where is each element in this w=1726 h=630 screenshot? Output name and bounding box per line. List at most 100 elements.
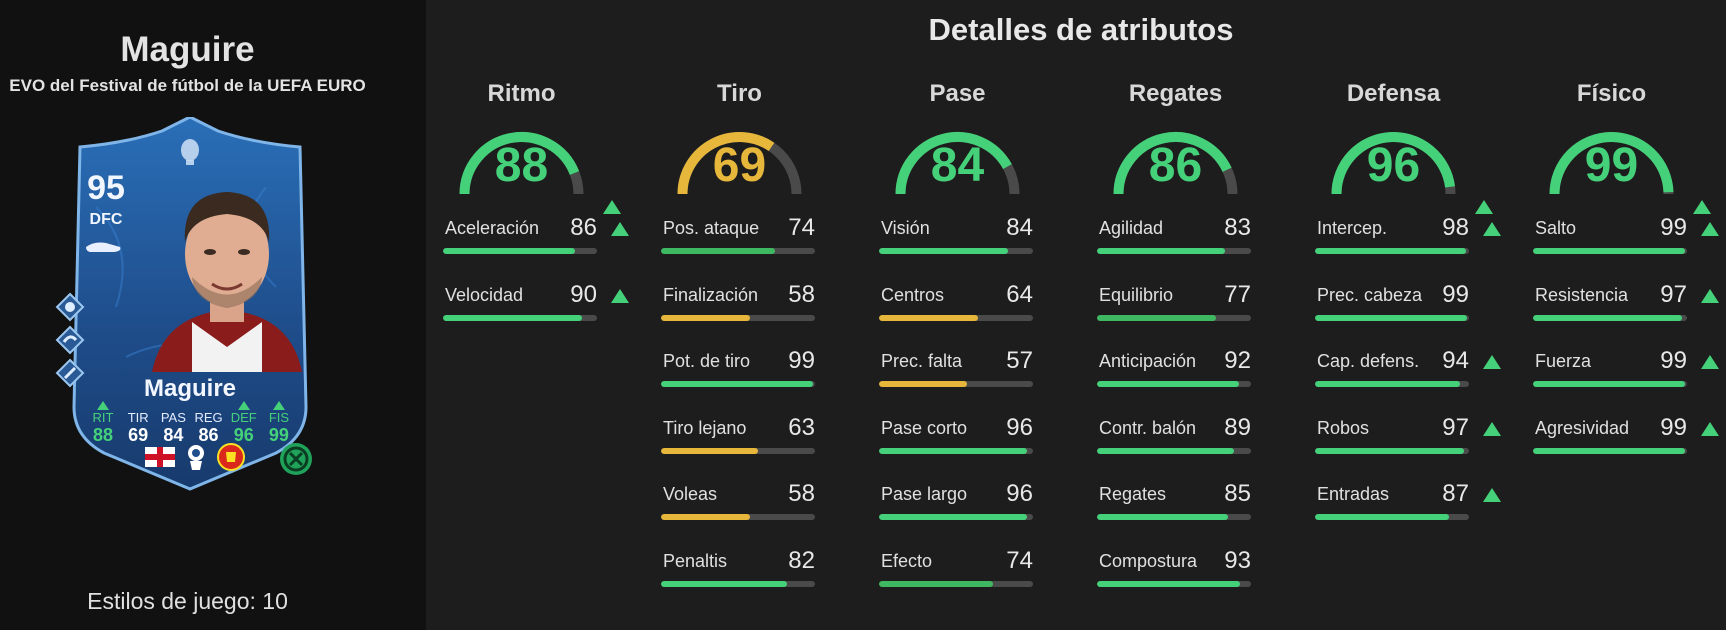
attribute-row[interactable]: Efecto 74 [879, 547, 1089, 618]
attribute-bar-fill [879, 381, 967, 387]
attribute-name: Intercep. [1317, 218, 1388, 238]
attribute-bar [1315, 314, 1469, 321]
attribute-row[interactable]: Robos 97 [1315, 414, 1525, 485]
attribute-row[interactable]: Finalización 58 [661, 281, 871, 352]
attribute-row[interactable]: Equilibrio 77 [1097, 281, 1307, 352]
attribute-row[interactable]: Visión 84 [879, 214, 1089, 285]
attribute-bar [1533, 248, 1687, 254]
attribute-name: Pase largo [881, 484, 968, 504]
attribute-value: 64 [1006, 280, 1033, 308]
attribute-row[interactable]: Regates 85 [1097, 480, 1307, 551]
attribute-row[interactable]: Prec. cabeza 99 [1315, 281, 1525, 352]
card-stat-label: FIS [268, 410, 290, 425]
attribute-row[interactable]: Prec. falta 57 [879, 347, 1089, 418]
attribute-name: Regates [1099, 484, 1167, 504]
attribute-row[interactable]: Tiro lejano 63 [661, 414, 871, 485]
attribute-row[interactable]: Voleas 58 [661, 480, 871, 551]
attribute-row[interactable]: Entradas 87 [1315, 480, 1525, 551]
attribute-row[interactable]: Fuerza 99 [1533, 347, 1726, 418]
gauge-fill [1113, 132, 1232, 195]
attribute-row[interactable]: Pase corto 96 [879, 414, 1089, 485]
attribute-value: 57 [1006, 347, 1033, 374]
attribute-row[interactable]: Centros 64 [879, 281, 1089, 352]
attribute-row[interactable]: Pase largo 96 [879, 480, 1089, 551]
attribute-row[interactable]: Salto 99 [1533, 214, 1726, 285]
attribute-bar [879, 514, 1033, 520]
card-stat-value: 96 [233, 425, 254, 445]
attribute-upgrade-indicator [1483, 355, 1501, 374]
attribute-value: 63 [788, 413, 815, 441]
attribute-bar-fill [1097, 314, 1216, 321]
attribute-row[interactable]: Velocidad 90 [443, 281, 653, 352]
playstyle-icon [55, 325, 85, 355]
attribute-bar [443, 248, 597, 254]
attribute-bar [1315, 514, 1469, 520]
attribute-bar [1533, 447, 1687, 454]
attribute-row[interactable]: Contr. balón 89 [1097, 414, 1307, 485]
attribute-row[interactable]: Cap. defens. 94 [1315, 347, 1525, 418]
card-position: DFC [89, 211, 123, 228]
attribute-row[interactable]: Anticipación 92 [1097, 347, 1307, 418]
attribute-row[interactable]: Compostura 93 [1097, 547, 1307, 618]
gauge-fill [895, 132, 1012, 195]
evo-icon[interactable] [279, 442, 313, 476]
attribute-bar-fill [1533, 248, 1686, 254]
boot-icon [86, 242, 121, 252]
upgrade-arrow-icon [603, 200, 621, 214]
attribute-bar-fill [1097, 514, 1228, 520]
card-stat-label: DEF [230, 410, 257, 425]
attribute-row[interactable]: Resistencia 97 [1533, 281, 1726, 352]
playstyles-count[interactable]: Estilos de juego: 10 [87, 588, 288, 614]
attribute-bar-fill [1533, 381, 1686, 387]
card-stat-value: 99 [268, 425, 289, 445]
category-name: Ritmo [487, 80, 556, 107]
attribute-name: Compostura [1099, 550, 1198, 571]
category-name: Defensa [1346, 80, 1441, 107]
attribute-bar [879, 248, 1033, 254]
player-panel: Maguire EVO del Festival de fútbol de la… [0, 0, 426, 630]
gauge-fill [1331, 132, 1456, 195]
player-card[interactable]: 95 DFC Maguire [55, 117, 314, 493]
attribute-bar [1315, 381, 1469, 387]
attribute-bar-fill [661, 580, 788, 587]
attribute-value: 97 [1442, 413, 1469, 441]
attribute-row[interactable]: Pos. ataque 74 [661, 214, 871, 285]
category-value: 99 [1584, 139, 1639, 192]
attribute-name: Equilibrio [1099, 284, 1174, 305]
attribute-bar-fill [879, 447, 1027, 454]
attribute-value: 83 [1224, 214, 1251, 241]
attribute-value: 82 [788, 546, 815, 574]
attribute-bar [661, 580, 815, 587]
category-value: 86 [1148, 139, 1203, 192]
attribute-row[interactable]: Intercep. 98 [1315, 214, 1525, 285]
attribute-row[interactable]: Penaltis 82 [661, 547, 871, 618]
card-stat-label: REG [194, 410, 223, 425]
attribute-name: Aceleración [445, 218, 540, 238]
attribute-upgrade-indicator [611, 222, 629, 241]
attribute-bar-fill [879, 248, 1009, 254]
attribute-name: Pase corto [881, 417, 968, 438]
attribute-bar-fill [1315, 514, 1449, 520]
gauge-arc [1113, 132, 1238, 195]
attribute-row[interactable]: Aceleración 86 [443, 214, 653, 285]
card-stat: REG 86 [192, 401, 226, 446]
attribute-bar-fill [1315, 447, 1465, 454]
attribute-upgrade-indicator [1701, 222, 1719, 241]
attribute-bar [879, 314, 1033, 321]
card-badges [140, 443, 250, 471]
attribute-value: 74 [1006, 546, 1033, 574]
attribute-row[interactable]: Agilidad 83 [1097, 214, 1307, 285]
attribute-row[interactable]: Pot. de tiro 99 [661, 347, 871, 418]
player-portrait [152, 192, 302, 372]
attribute-value: 99 [1660, 347, 1687, 374]
attribute-name: Penaltis [663, 550, 728, 571]
attribute-row[interactable]: Agresividad 99 [1533, 414, 1726, 485]
gauge-fill [1549, 132, 1674, 195]
attribute-bar [661, 447, 815, 454]
upgrade-arrow-icon [611, 222, 629, 236]
trophy-icon [181, 139, 199, 165]
card-stat: RIT 88 [86, 401, 120, 446]
card-stats: RIT 88 TIR 69 PAS 84 REG 86 DEF 96 [86, 401, 296, 446]
attribute-upgrade-indicator [1483, 222, 1501, 241]
card-stat-label: PAS [160, 410, 186, 425]
